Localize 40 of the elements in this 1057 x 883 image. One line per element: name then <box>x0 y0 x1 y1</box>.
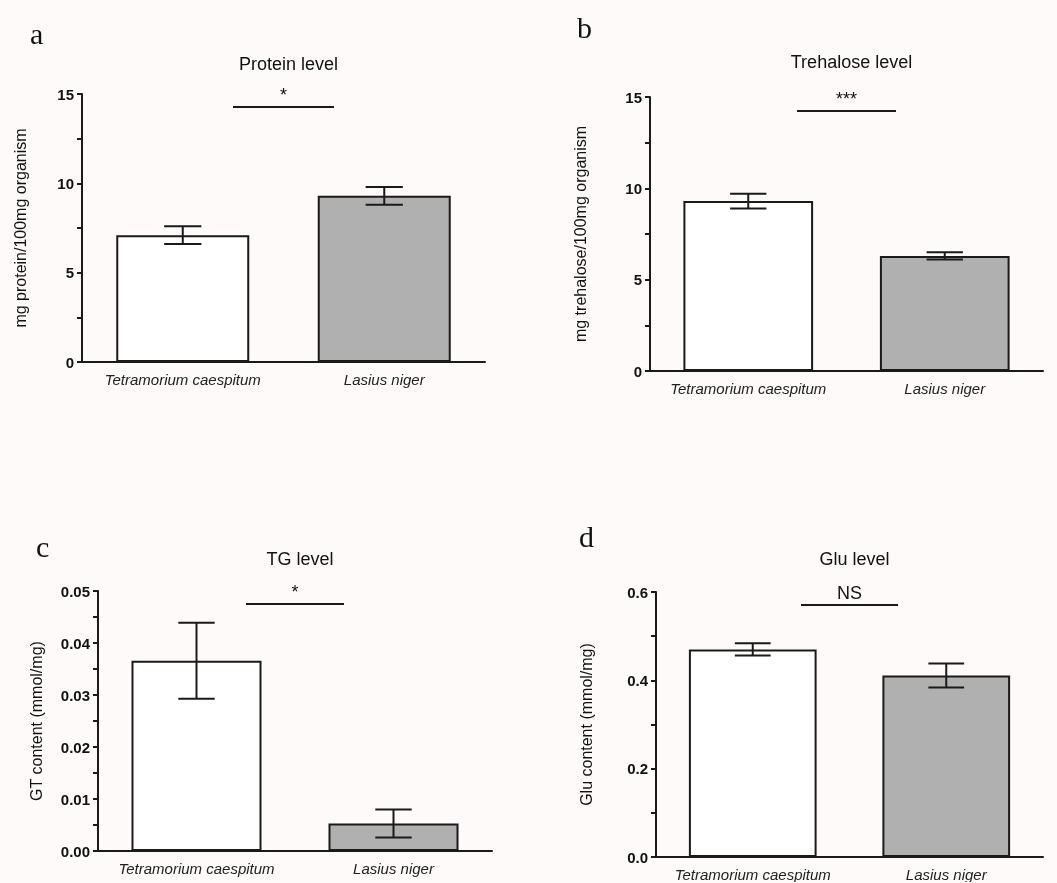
y-axis-title: mg trehalose/100mg organism <box>571 125 589 343</box>
x-tick-label: Lasius niger <box>353 860 435 877</box>
chart-title: Glu level <box>819 549 890 569</box>
x-tick-label: Tetramorium caespitum <box>104 371 261 388</box>
x-tick-label: Tetramorium caespitum <box>118 860 275 877</box>
y-tick-label: 0.4 <box>627 671 649 689</box>
annotation: * <box>291 582 299 602</box>
y-tick-label: 0.0 <box>627 848 648 866</box>
y-tick-label: 10 <box>57 174 74 192</box>
y-tick-label: 5 <box>65 264 74 282</box>
y-axis-title: GT content (mmol/mg) <box>27 641 45 801</box>
text: b <box>577 10 592 44</box>
y-tick-label: 0.01 <box>60 790 90 808</box>
y-tick-label: 5 <box>633 271 642 289</box>
y-tick-label: 0.04 <box>60 634 91 652</box>
chart-title: Protein level <box>238 54 339 74</box>
y-tick-label: 0 <box>65 353 74 371</box>
chart-title: Trehalose level <box>790 52 913 72</box>
y-tick-label: 0 <box>633 362 642 380</box>
y-tick-label: 0.00 <box>60 842 90 860</box>
y-tick-label: 0.05 <box>60 582 90 600</box>
y-tick-label: 0.2 <box>627 760 648 778</box>
y-tick-label: 0.6 <box>627 583 648 601</box>
y-axis-title: mg protein/100mg organism <box>11 128 29 328</box>
y-tick-label: 0.02 <box>60 738 90 756</box>
y-tick-label: 10 <box>625 179 642 197</box>
y-tick-label: 0.03 <box>60 686 90 704</box>
text: d <box>579 519 594 553</box>
text: c <box>36 529 50 563</box>
text: a <box>30 16 44 50</box>
x-tick-label: Tetramorium caespitum <box>670 380 827 397</box>
x-tick-label: Lasius niger <box>343 371 426 388</box>
annotation: NS <box>836 583 863 604</box>
chart-title: TG level <box>266 549 334 569</box>
annotation: * <box>279 85 288 106</box>
annotation: *** <box>835 88 858 109</box>
y-tick-label: 15 <box>625 88 642 106</box>
x-tick-label: Lasius niger <box>904 380 987 397</box>
y-tick-label: 15 <box>57 85 74 103</box>
y-axis-title: Glu content (mmol/mg) <box>577 643 595 806</box>
